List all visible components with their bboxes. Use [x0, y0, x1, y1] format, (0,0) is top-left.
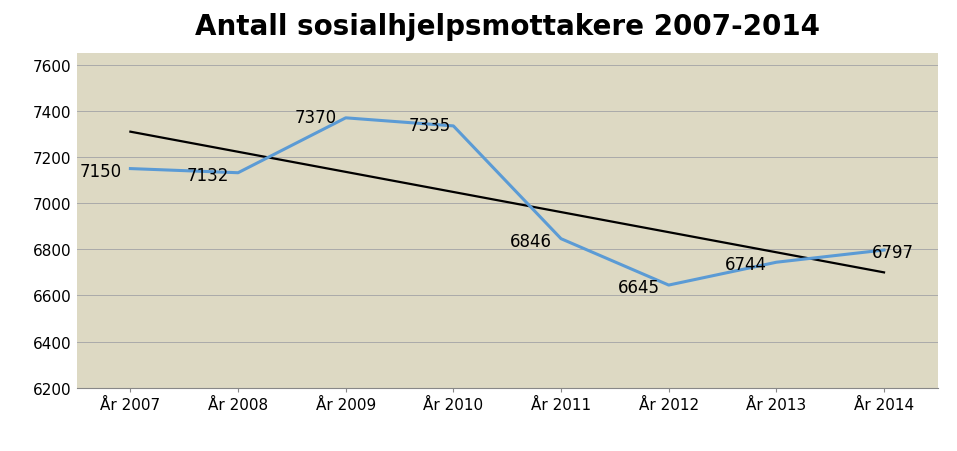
Text: 6797: 6797	[872, 244, 914, 262]
Text: 6846: 6846	[510, 232, 552, 250]
Text: 6645: 6645	[617, 279, 659, 297]
Title: Antall sosialhjelpsmottakere 2007-2014: Antall sosialhjelpsmottakere 2007-2014	[194, 13, 820, 41]
Text: 7150: 7150	[79, 162, 122, 180]
Text: 6744: 6744	[725, 256, 768, 274]
Text: 7132: 7132	[187, 166, 229, 184]
Text: 7370: 7370	[295, 108, 337, 126]
Text: 7335: 7335	[409, 116, 451, 134]
